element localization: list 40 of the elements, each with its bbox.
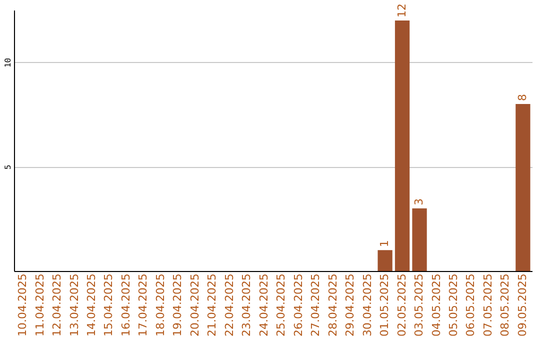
x-tick-label: 18.04.2025 (154, 274, 167, 336)
x-tick-label: 30.04.2025 (360, 274, 374, 336)
x-tick-label: 29.04.2025 (344, 274, 357, 336)
x-tick-label: 16.04.2025 (119, 274, 132, 336)
bar (412, 208, 427, 271)
x-tick-label: 14.04.2025 (85, 274, 98, 336)
y-tick-label: 10 (4, 58, 12, 68)
x-tick-label: 17.04.2025 (136, 274, 150, 336)
y-tick-label: 5 (4, 164, 12, 170)
x-tick-label: 01.05.2025 (378, 274, 392, 336)
x-tick-label: 19.04.2025 (171, 274, 184, 336)
x-tick-label: 13.04.2025 (68, 274, 81, 336)
x-tick-label: 28.04.2025 (326, 274, 340, 336)
x-tick-label: 25.04.2025 (274, 274, 288, 336)
x-tick-label: 26.04.2025 (292, 274, 305, 336)
x-tick-label: 21.04.2025 (206, 274, 219, 336)
x-tick-label: 11.04.2025 (33, 274, 46, 336)
x-tick-label: 03.05.2025 (412, 274, 426, 336)
bar (516, 104, 530, 271)
data-label: 1 (378, 240, 392, 248)
x-tick-label: 12.04.2025 (50, 274, 64, 336)
x-tick-label: 10.04.2025 (16, 274, 30, 336)
x-tick-label: 24.04.2025 (257, 274, 270, 336)
x-tick-label: 05.05.2025 (447, 274, 460, 336)
data-label: 3 (412, 198, 426, 206)
x-tick-label: 08.05.2025 (498, 274, 512, 336)
bar (378, 250, 392, 271)
x-tick-label: 27.04.2025 (309, 274, 322, 336)
x-tick-label: 22.04.2025 (222, 274, 236, 336)
x-tick-label: 23.04.2025 (240, 274, 254, 336)
data-label: 12 (395, 3, 408, 18)
x-tick-label: 07.05.2025 (481, 274, 494, 336)
x-tick-label: 06.05.2025 (464, 274, 478, 336)
x-tick-label: 09.05.2025 (516, 274, 529, 336)
x-tick-label: 20.04.2025 (188, 274, 202, 336)
data-label: 8 (516, 94, 529, 101)
x-tick-label: 04.05.2025 (430, 274, 443, 336)
x-tick-label: 02.05.2025 (395, 274, 408, 336)
x-tick-label: 15.04.2025 (102, 274, 116, 336)
bar (394, 20, 410, 271)
